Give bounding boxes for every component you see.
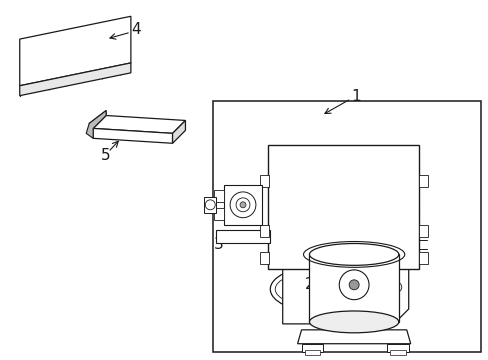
Bar xyxy=(214,190,224,202)
Bar xyxy=(224,185,262,225)
Circle shape xyxy=(339,270,368,300)
Bar xyxy=(204,197,216,213)
Polygon shape xyxy=(297,330,410,344)
Circle shape xyxy=(205,200,215,210)
Circle shape xyxy=(236,198,249,212)
Text: 3: 3 xyxy=(213,237,223,252)
Bar xyxy=(309,255,398,322)
Circle shape xyxy=(394,285,398,289)
Circle shape xyxy=(391,282,401,292)
Bar xyxy=(259,252,268,264)
Circle shape xyxy=(240,202,245,208)
Polygon shape xyxy=(89,111,106,129)
Text: 4: 4 xyxy=(131,22,141,37)
Circle shape xyxy=(230,192,255,218)
Polygon shape xyxy=(20,63,131,96)
Ellipse shape xyxy=(270,267,364,311)
Bar xyxy=(267,145,418,269)
Polygon shape xyxy=(86,111,106,138)
Polygon shape xyxy=(20,16,131,86)
Bar xyxy=(259,225,268,237)
Bar xyxy=(418,252,427,264)
Ellipse shape xyxy=(275,272,359,306)
Bar xyxy=(304,350,320,355)
Bar xyxy=(214,208,224,220)
Bar xyxy=(213,100,480,352)
Ellipse shape xyxy=(309,311,398,333)
Polygon shape xyxy=(93,129,172,143)
Text: 1: 1 xyxy=(350,89,360,104)
Bar xyxy=(386,344,408,352)
Bar xyxy=(301,344,323,352)
Bar xyxy=(418,175,427,187)
Polygon shape xyxy=(282,269,408,324)
Polygon shape xyxy=(172,121,185,143)
Bar xyxy=(389,350,405,355)
Circle shape xyxy=(358,152,372,166)
Polygon shape xyxy=(93,116,185,133)
Text: 5: 5 xyxy=(101,148,111,163)
Circle shape xyxy=(313,156,327,170)
Circle shape xyxy=(348,280,358,290)
Bar xyxy=(259,175,268,187)
Bar xyxy=(418,225,427,237)
Ellipse shape xyxy=(309,243,398,265)
Text: 2: 2 xyxy=(304,277,314,292)
Polygon shape xyxy=(216,230,269,243)
